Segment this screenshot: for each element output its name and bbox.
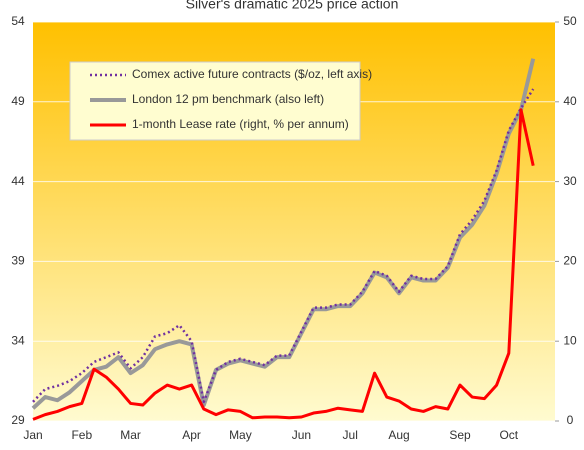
x-tick-label: Jan [23,428,42,442]
legend-label: Comex active future contracts ($/oz, lef… [132,67,372,81]
series-line [31,58,536,410]
y2-tick-label: 10 [563,333,577,347]
x-tick-label: Oct [499,428,518,442]
x-tick-label: Mar [120,428,141,442]
x-tick-label: May [229,428,252,442]
chart-title: Silver's dramatic 2025 price action [186,0,399,12]
y2-tick-label: 20 [563,254,577,268]
y2-tick-label: 0 [567,413,574,427]
legend-label: London 12 pm benchmark (also left) [132,92,324,106]
legend-label: 1-month Lease rate (right, % per annum) [132,117,349,131]
y-tick-label: 34 [11,333,25,347]
x-tick-label: Sep [449,428,471,442]
x-tick-label: Jul [343,428,358,442]
y2-tick-label: 30 [563,174,577,188]
x-tick-label: Apr [182,428,201,442]
x-tick-label: Aug [388,428,409,442]
y-tick-label: 44 [11,174,25,188]
y-tick-label: 39 [11,254,25,268]
y-tick-label: 49 [11,94,25,108]
y-tick-label: 54 [11,14,25,28]
y2-tick-label: 50 [563,14,577,28]
y2-tick-label: 40 [563,94,577,108]
x-tick-label: Feb [71,428,92,442]
series-line [32,108,535,421]
y-tick-label: 29 [11,413,25,427]
x-tick-label: Jun [292,428,311,442]
